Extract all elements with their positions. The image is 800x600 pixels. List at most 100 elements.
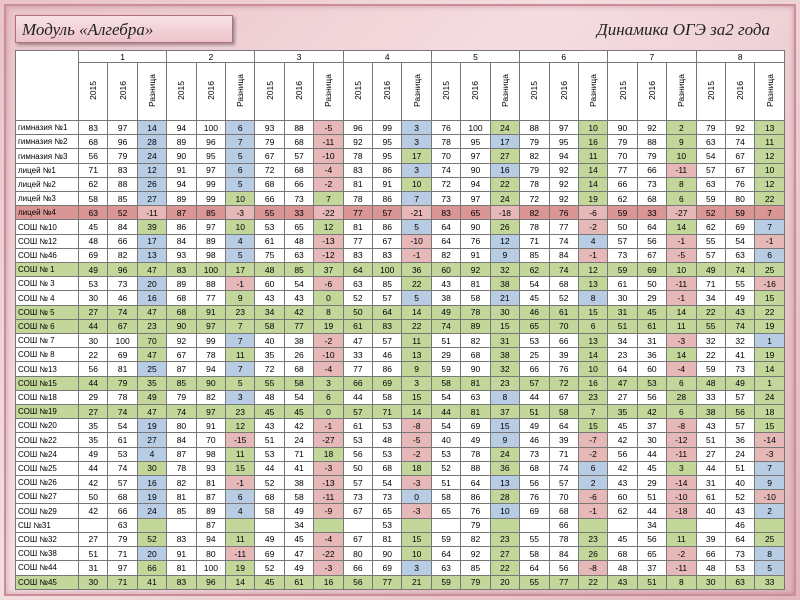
value-cell: 65 — [430, 503, 462, 519]
value-cell: 13 — [577, 333, 609, 349]
value-cell: 84 — [166, 432, 197, 448]
value-cell: 30 — [77, 290, 109, 306]
value-cell: 11 — [225, 347, 256, 363]
value-cell: 87 — [195, 517, 227, 533]
value-cell: 81 — [195, 475, 227, 491]
value-cell: 61 — [342, 418, 374, 434]
value-cell: 57 — [372, 333, 403, 349]
value-cell: 26 — [136, 176, 168, 193]
value-cell — [666, 517, 697, 533]
value-cell — [254, 517, 285, 533]
value-cell: 42 — [607, 460, 638, 477]
value-cell: 92 — [548, 176, 579, 193]
value-cell: 3 — [666, 460, 697, 477]
value-cell: -18 — [489, 205, 521, 221]
value-cell: 81 — [107, 361, 138, 377]
value-cell: 84 — [548, 546, 579, 562]
value-cell: 64 — [430, 546, 462, 562]
value-cell: 85 — [107, 191, 138, 207]
value-cell: 14 — [401, 304, 432, 320]
value-cell: 72 — [430, 176, 462, 193]
column-header-text: 2015 — [264, 81, 275, 100]
value-cell: 31 — [695, 475, 726, 491]
value-cell: 22 — [577, 574, 609, 590]
value-cell: 45 — [519, 290, 550, 306]
value-cell: 27 — [77, 304, 109, 320]
value-cell: 23 — [225, 304, 256, 320]
value-cell: 19 — [754, 347, 785, 363]
value-cell: 91 — [372, 176, 403, 193]
value-cell: 56 — [636, 531, 668, 548]
value-cell: 18 — [401, 460, 432, 477]
value-cell: 61 — [342, 318, 374, 335]
value-cell: 34 — [607, 333, 638, 349]
value-cell — [225, 517, 256, 533]
value-cell: 69 — [460, 418, 491, 434]
value-cell: 87 — [166, 361, 197, 377]
value-cell: 97 — [548, 119, 579, 136]
value-cell: 49 — [283, 503, 315, 519]
value-cell: 99 — [195, 176, 227, 193]
value-cell: -3 — [666, 333, 697, 349]
value-cell: 15 — [225, 460, 256, 477]
value-cell: -2 — [577, 446, 609, 462]
value-cell: 1 — [754, 333, 785, 349]
value-cell: 44 — [430, 404, 462, 420]
value-cell: 40 — [695, 503, 726, 519]
value-cell: 50 — [607, 219, 638, 235]
value-cell: 11 — [225, 531, 256, 548]
value-cell: 95 — [372, 148, 403, 164]
column-header: 2016 — [724, 62, 756, 121]
value-cell: -22 — [313, 205, 344, 221]
value-cell: 15 — [489, 318, 521, 335]
value-cell: 3 — [401, 375, 432, 391]
value-cell: 94 — [548, 148, 579, 164]
value-cell: 66 — [283, 176, 315, 193]
value-cell: 7 — [401, 191, 432, 207]
value-cell: 36 — [401, 262, 432, 278]
value-cell: 0 — [313, 404, 344, 420]
value-cell: 49 — [695, 262, 726, 278]
column-header-text: Разница — [147, 74, 158, 107]
value-cell: 63 — [107, 517, 138, 533]
value-cell: 10 — [754, 162, 785, 178]
value-cell: 13 — [489, 475, 521, 491]
value-cell: 69 — [254, 546, 285, 562]
value-cell: 21 — [489, 290, 521, 306]
value-cell: 24 — [489, 191, 521, 207]
value-cell: 43 — [724, 503, 756, 519]
data-row: СОШ №18 29 78 49 79 82 3 48 54 6 44 58 15 54 63 8 44 67 23… — [15, 389, 785, 406]
value-cell: 42 — [77, 475, 109, 491]
value-cell: 11 — [666, 531, 697, 548]
value-cell: 44 — [695, 460, 726, 477]
value-cell: 67 — [724, 148, 756, 164]
value-cell: 44 — [77, 460, 109, 477]
value-cell: 56 — [548, 560, 579, 576]
value-cell: 53 — [372, 418, 403, 434]
value-cell: 69 — [519, 503, 550, 519]
value-cell: -1 — [401, 247, 432, 264]
value-cell: 83 — [166, 574, 197, 590]
value-cell: 43 — [607, 574, 638, 590]
value-cell: 93 — [166, 247, 197, 264]
value-cell: 41 — [724, 347, 756, 363]
value-cell: 66 — [519, 361, 550, 377]
value-cell — [166, 517, 197, 533]
value-cell: 53 — [254, 446, 285, 462]
value-cell: 22 — [754, 304, 785, 320]
value-cell: 78 — [107, 389, 138, 406]
value-cell: 88 — [283, 119, 315, 136]
value-cell: 96 — [107, 134, 138, 150]
value-cell: 86 — [460, 489, 491, 505]
value-cell: 6 — [225, 162, 256, 178]
value-cell: 61 — [607, 276, 638, 292]
value-cell: 53 — [107, 446, 138, 462]
value-cell: 68 — [254, 176, 285, 193]
value-cell: 6 — [754, 247, 785, 264]
value-cell: 52 — [342, 290, 374, 306]
value-cell: 61 — [548, 304, 579, 320]
value-cell: 73 — [724, 546, 756, 562]
value-cell: -22 — [313, 546, 344, 562]
value-cell: 93 — [254, 119, 285, 136]
value-cell: 76 — [460, 503, 491, 519]
